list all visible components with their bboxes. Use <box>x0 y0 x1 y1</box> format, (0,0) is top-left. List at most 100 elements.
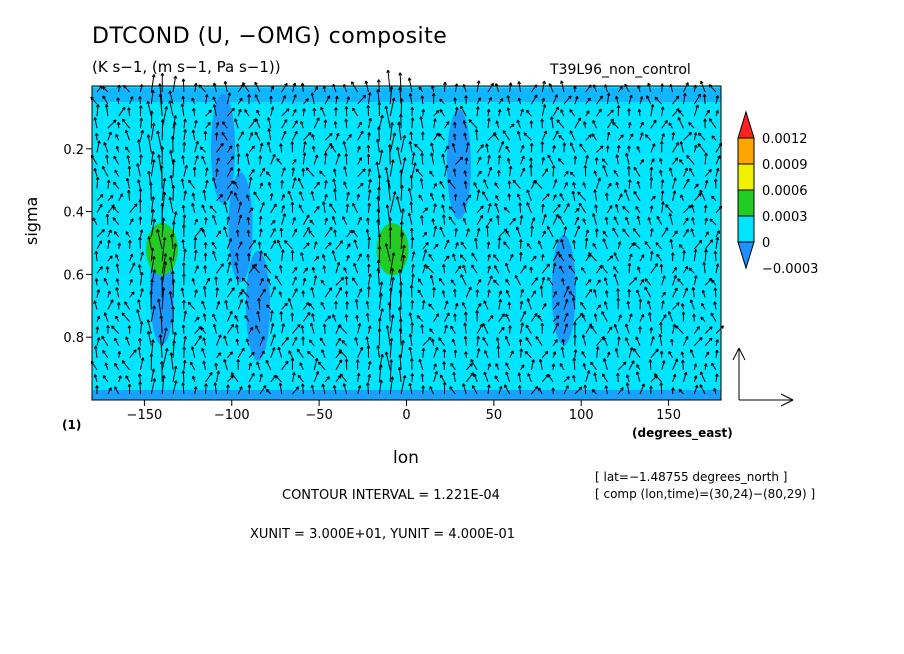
vector-arrow <box>101 165 109 177</box>
vector-arrow <box>583 384 588 395</box>
vector-arrow <box>465 372 474 383</box>
vector-arrow <box>266 141 272 153</box>
vector-arrow <box>161 375 166 395</box>
vector-arrow <box>596 145 604 153</box>
vector-arrow <box>596 279 601 286</box>
vector-arrow <box>574 95 579 105</box>
colorbar-segment <box>737 215 755 243</box>
vector-arrow <box>129 278 133 286</box>
vector-arrow <box>124 301 131 310</box>
vector-arrow <box>602 373 608 383</box>
vector-arrow <box>376 268 381 286</box>
vector-arrow <box>259 250 263 262</box>
vector-arrow <box>408 312 413 322</box>
vector-arrow <box>517 372 522 383</box>
vector-arrow <box>617 86 623 93</box>
vector-arrow <box>150 256 156 274</box>
vector-arrow <box>310 286 315 298</box>
vector-arrow <box>191 375 196 383</box>
vector-arrow <box>172 243 178 262</box>
vector-arrow <box>194 218 198 226</box>
vector-arrow <box>574 225 581 238</box>
vector-arrow <box>235 229 240 238</box>
vector-arrow <box>270 240 277 250</box>
vector-arrow <box>274 375 282 383</box>
vector-arrow <box>541 214 547 226</box>
vector-arrow <box>300 82 305 93</box>
vector-arrow <box>161 347 169 370</box>
vector-arrow <box>237 97 243 105</box>
vector-arrow <box>584 237 589 250</box>
vector-arrow <box>639 159 644 165</box>
vector-arrow <box>181 78 186 93</box>
vector-arrow <box>562 142 567 153</box>
vector-arrow <box>389 268 395 286</box>
vector-arrow <box>254 94 261 105</box>
vector-arrow <box>320 301 326 310</box>
vector-arrow <box>113 181 120 189</box>
vector-arrow <box>526 243 532 250</box>
vector-arrow <box>332 385 337 395</box>
vector-arrow <box>307 350 315 359</box>
vector-arrow <box>139 154 143 165</box>
vector-arrow <box>505 362 511 371</box>
vector-arrow <box>571 297 576 310</box>
vector-arrow <box>235 324 239 334</box>
vector-arrow <box>107 255 113 262</box>
vector-arrow <box>632 228 641 238</box>
vector-arrow <box>408 346 413 358</box>
vector-arrow <box>454 106 459 117</box>
vector-arrow <box>668 350 673 359</box>
vector-arrow <box>366 144 371 153</box>
vector-arrow <box>389 191 397 213</box>
vector-arrow <box>679 141 684 153</box>
vector-arrow <box>504 384 511 395</box>
vector-arrow <box>704 351 710 359</box>
vector-arrow <box>181 324 186 334</box>
vector-arrow <box>290 141 295 153</box>
vector-arrow <box>574 276 579 286</box>
vector-arrow <box>627 108 631 117</box>
vector-arrow <box>465 286 472 298</box>
vector-arrow <box>237 201 243 213</box>
x-tick-label: 150 <box>656 408 681 423</box>
vector-arrow <box>201 347 207 358</box>
vector-arrow <box>498 326 505 334</box>
vector-arrow <box>410 373 415 382</box>
vector-arrow <box>613 252 619 262</box>
vector-arrow <box>700 316 706 322</box>
vector-arrow <box>473 182 478 189</box>
vector-arrow <box>529 157 533 165</box>
vector-arrow <box>357 168 366 177</box>
vector-arrow <box>291 372 296 383</box>
vector-arrow <box>182 214 187 225</box>
vector-arrow <box>400 157 407 177</box>
vector-arrow <box>357 182 364 189</box>
vector-arrow <box>483 300 489 310</box>
vector-arrow <box>183 335 187 346</box>
vector-arrow <box>94 278 99 286</box>
vector-arrow <box>309 339 315 346</box>
vector-arrow <box>636 215 641 225</box>
vector-arrow <box>291 217 296 226</box>
vector-arrow <box>192 166 197 177</box>
vector-arrow <box>428 253 435 262</box>
vector-arrow <box>496 214 500 225</box>
vector-arrow <box>411 162 417 177</box>
vector-arrow <box>669 239 674 250</box>
vector-arrow <box>168 196 174 213</box>
vector-arrow <box>661 275 666 286</box>
vector-arrow <box>94 132 99 141</box>
vector-arrow <box>302 242 310 250</box>
vector-arrow <box>237 214 243 226</box>
vector-arrow <box>661 120 668 129</box>
vector-arrow <box>182 360 187 370</box>
shaded-field <box>92 86 721 400</box>
vector-arrow <box>529 266 533 274</box>
vector-arrow <box>223 335 228 346</box>
vector-arrow <box>585 278 592 286</box>
vector-arrow <box>601 158 608 165</box>
vector-arrow <box>377 328 382 346</box>
vector-arrow <box>683 217 689 226</box>
vector-arrow <box>237 386 243 395</box>
